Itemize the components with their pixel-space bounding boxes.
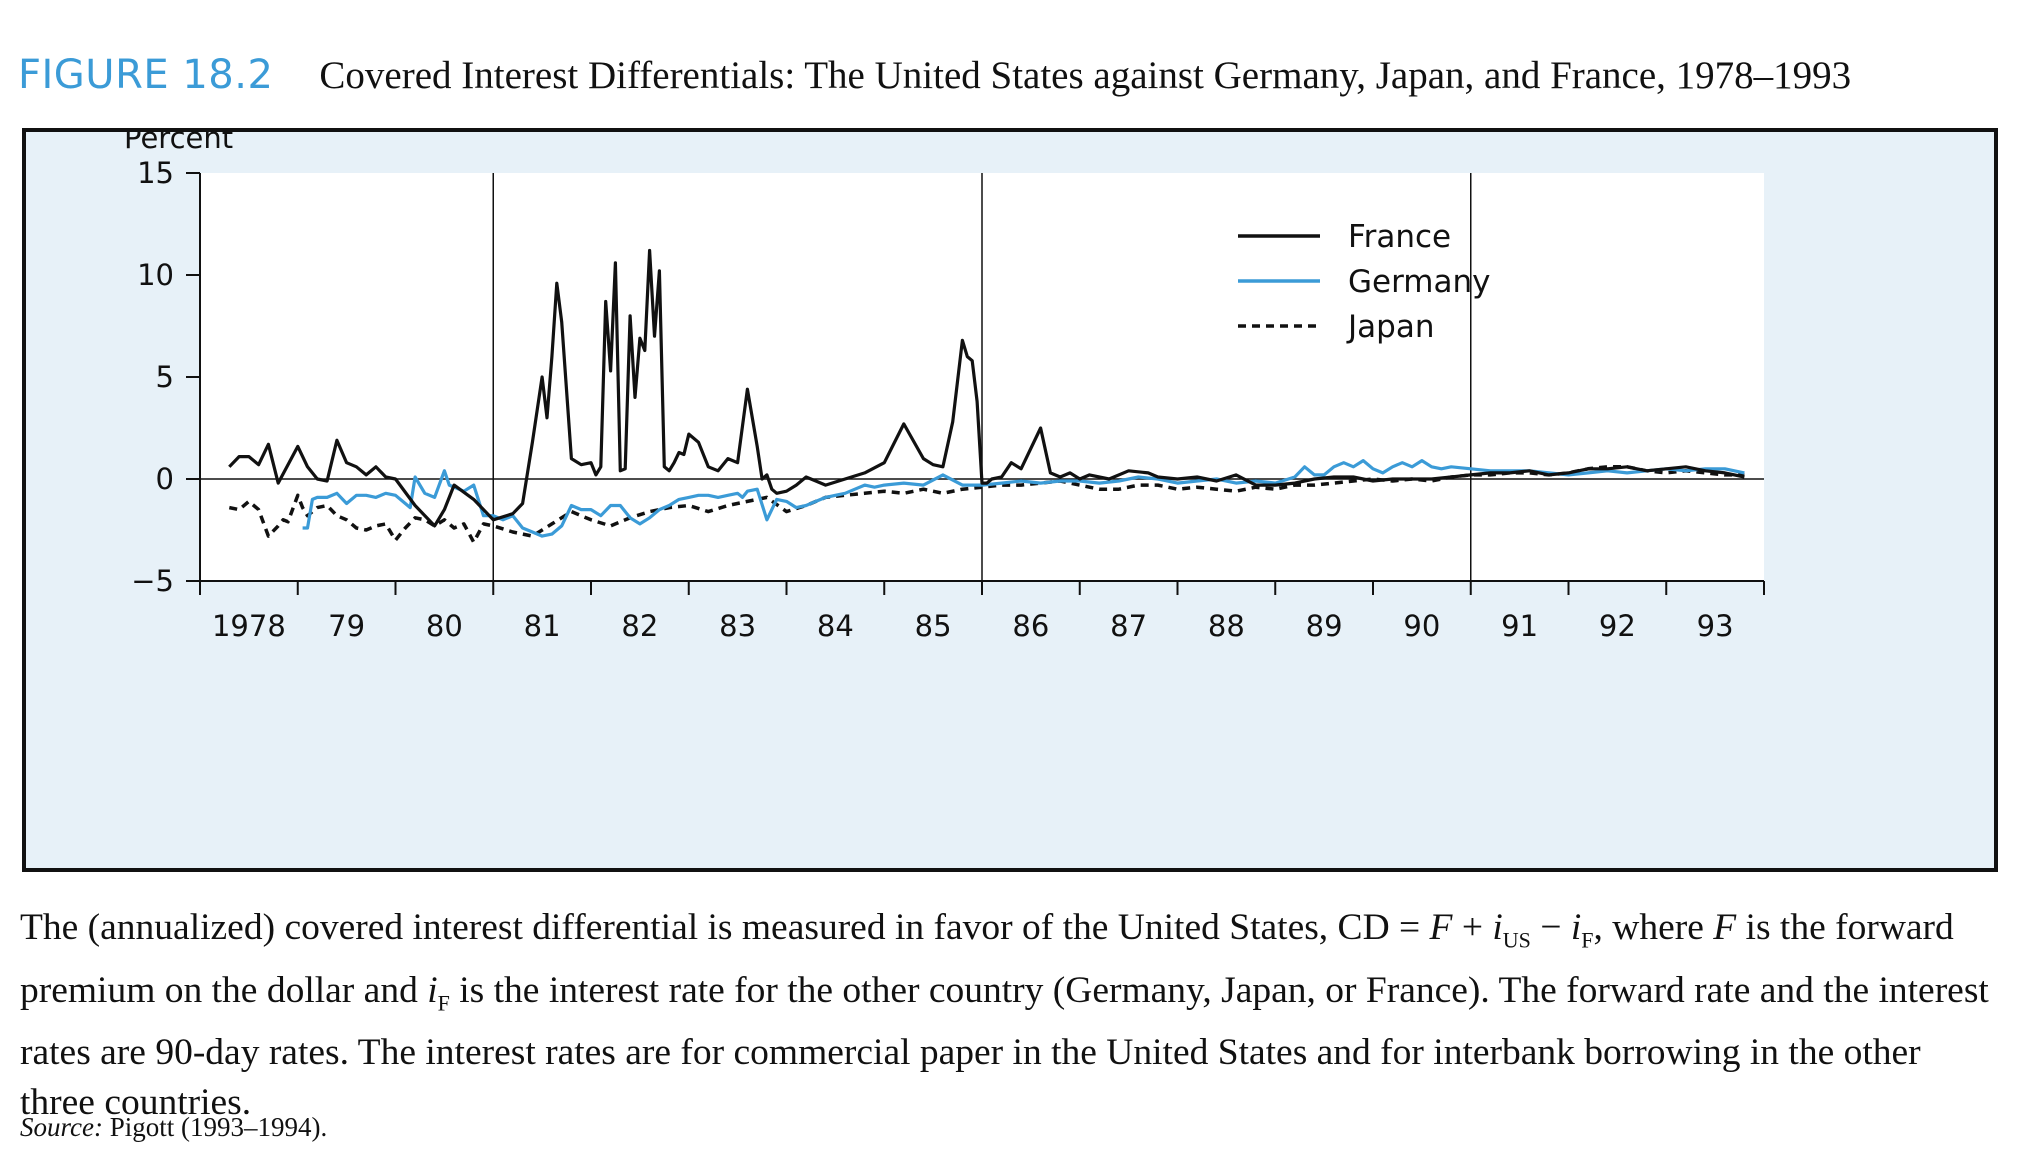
caption-plus: + (1452, 907, 1493, 948)
figure-number: FIGURE 18.2 (18, 52, 274, 98)
x-tick-label-84: 84 (817, 609, 854, 643)
y-tick-label--5: −5 (131, 564, 174, 598)
x-tick-label-93: 93 (1697, 609, 1734, 643)
x-tick-label-88: 88 (1208, 609, 1245, 643)
source-note: Source: Pigott (1993–1994). (20, 1112, 327, 1143)
caption-text-2: , where (1593, 907, 1714, 948)
caption-var-i-us: i (1492, 907, 1503, 948)
x-tick-label-87: 87 (1110, 609, 1147, 643)
caption-var-i-f: i (1570, 907, 1582, 948)
legend-label-france: France (1348, 219, 1451, 255)
y-axis-label: Percent (124, 132, 233, 155)
caption-sub-f: F (1581, 927, 1594, 953)
x-tick-label-79: 79 (328, 609, 365, 643)
x-tick-label-86: 86 (1012, 609, 1049, 643)
x-tick-label-90: 90 (1403, 609, 1440, 643)
x-tick-label-81: 81 (524, 609, 561, 643)
caption-text-4: is the interest rate for the other count… (20, 969, 1989, 1124)
figure-header: FIGURE 18.2 Covered Interest Differentia… (18, 52, 1851, 112)
figure-title: Covered Interest Differentials: The Unit… (319, 54, 1852, 97)
y-tick-label-10: 10 (137, 258, 174, 292)
source-label: Source: (20, 1112, 103, 1142)
x-tick-label-85: 85 (915, 609, 952, 643)
x-tick-label-80: 80 (426, 609, 463, 643)
line-chart: −5 0 5 10 15 1978 79 80 81 82 83 84 85 86 87 88 89 90 91 92… (124, 132, 1765, 643)
legend-label-germany: Germany (1348, 264, 1490, 300)
legend-label-japan: Japan (1346, 309, 1434, 345)
caption-var-f-2: F (1713, 907, 1737, 948)
caption-var-i-f-2: i (427, 969, 438, 1011)
chart-panel: −5 0 5 10 15 1978 79 80 81 82 83 84 85 86 87 88 89 90 91 92… (22, 128, 1998, 872)
y-tick-label-0: 0 (156, 462, 174, 496)
x-tick-label-89: 89 (1306, 609, 1343, 643)
caption-sub-f-2: F (437, 990, 450, 1015)
caption-text-1: The (annualized) covered interest differ… (20, 907, 1430, 948)
y-tick-label-5: 5 (156, 360, 174, 394)
figure-caption: The (annualized) covered interest differ… (20, 903, 1995, 1128)
x-tick-label-91: 91 (1501, 609, 1538, 643)
source-text: Pigott (1993–1994). (102, 1112, 328, 1142)
x-tick-label-83: 83 (719, 609, 756, 643)
caption-text-3: is the forward premium on the dollar and (20, 907, 1954, 1011)
series-line-france (228, 248, 1745, 528)
x-tick-label-82: 82 (621, 609, 658, 643)
x-tick-label-92: 92 (1599, 609, 1636, 643)
caption-sub-us: US (1502, 927, 1531, 953)
x-tick-label-1978: 1978 (212, 609, 286, 643)
caption-var-f: F (1429, 907, 1453, 948)
y-tick-label-15: 15 (137, 156, 174, 190)
caption-minus: − (1530, 907, 1571, 948)
